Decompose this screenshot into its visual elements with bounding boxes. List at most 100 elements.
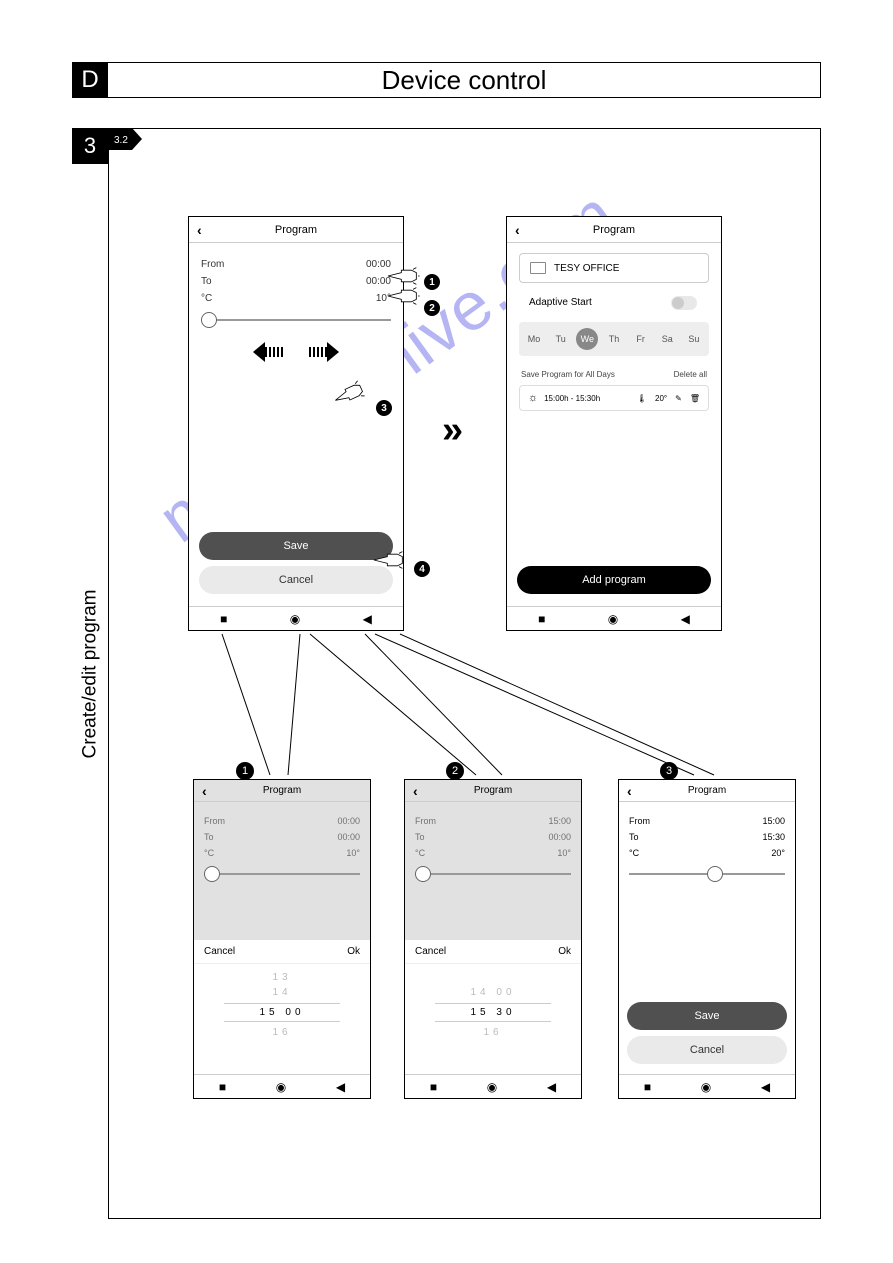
cancel-button[interactable]: Cancel <box>627 1036 787 1064</box>
day-fr[interactable]: Fr <box>630 328 652 350</box>
nav-circle-icon[interactable]: ◉ <box>276 1080 286 1094</box>
delete-icon[interactable]: 🗑 <box>690 394 700 403</box>
callout-badge: 1 <box>424 274 440 290</box>
nav-square-icon[interactable]: ■ <box>220 612 227 626</box>
edit-icon[interactable]: ✎ <box>675 394 682 403</box>
temp-slider[interactable] <box>201 312 391 328</box>
chevron-right-icon: » <box>442 409 463 452</box>
day-mo[interactable]: Mo <box>523 328 545 350</box>
sun-icon: ☼ <box>528 392 538 404</box>
header-bar: D Device control <box>72 62 821 98</box>
day-sa[interactable]: Sa <box>656 328 678 350</box>
android-navbar: ■ ◉ ◀ <box>619 1074 795 1098</box>
time-picker[interactable]: 13 14 15 00 16 <box>194 964 370 1054</box>
picker-cancel[interactable]: Cancel <box>415 946 446 957</box>
program-time: 15:00h - 15:30h <box>544 394 600 403</box>
phone-picker-from: ‹ Program From00:00 To00:00 °C10° Cancel… <box>193 779 371 1099</box>
nav-triangle-icon[interactable]: ◀ <box>547 1080 556 1094</box>
android-navbar: ■ ◉ ◀ <box>507 606 721 630</box>
label-to: To <box>201 276 212 287</box>
value-from: 15:00 <box>762 816 785 826</box>
phone-title: Program <box>413 785 573 796</box>
arrow-left-icon[interactable] <box>253 342 287 365</box>
callout-badge: 2 <box>446 762 464 780</box>
label-temp: °C <box>201 293 212 304</box>
adaptive-label: Adaptive Start <box>529 297 592 308</box>
day-su[interactable]: Su <box>683 328 705 350</box>
section-letter: D <box>72 62 108 98</box>
nav-square-icon[interactable]: ■ <box>644 1080 651 1094</box>
callout-badge: 3 <box>376 400 392 416</box>
nav-triangle-icon[interactable]: ◀ <box>681 612 690 626</box>
back-icon[interactable]: ‹ <box>413 783 418 799</box>
row-to[interactable]: To 00:00 <box>201 276 391 287</box>
section-label-vertical: Create/edit program <box>72 128 108 1219</box>
label-temp: °C <box>629 848 639 858</box>
delete-all-link[interactable]: Delete all <box>674 370 707 379</box>
save-all-days-link[interactable]: Save Program for All Days <box>521 370 615 379</box>
device-card[interactable]: TESY OFFICE <box>519 253 709 283</box>
page-title: Device control <box>108 62 821 98</box>
program-item[interactable]: ☼ 15:00h - 15:30h 🌡 20° ✎ 🗑 <box>519 385 709 411</box>
nav-circle-icon[interactable]: ◉ <box>487 1080 497 1094</box>
phone-header: ‹ Program <box>189 217 403 243</box>
callout-badge: 1 <box>236 762 254 780</box>
value-to: 15:30 <box>762 832 785 842</box>
phone-program-list: ‹ Program TESY OFFICE Adaptive Start Mo … <box>506 216 722 631</box>
slider-arrows <box>201 342 391 365</box>
time-picker[interactable]: 14 00 15 30 16 <box>405 964 581 1054</box>
heater-icon <box>530 262 546 274</box>
save-button[interactable]: Save <box>627 1002 787 1030</box>
nav-square-icon[interactable]: ■ <box>430 1080 437 1094</box>
dim-overlay <box>194 780 370 940</box>
phone-header: ‹ Program <box>507 217 721 243</box>
add-program-button[interactable]: Add program <box>517 566 711 594</box>
phone-title: Program <box>627 785 787 796</box>
nav-circle-icon[interactable]: ◉ <box>608 612 618 626</box>
pointer-hand-icon <box>372 550 406 570</box>
pointer-hand-icon <box>386 266 420 286</box>
cancel-button[interactable]: Cancel <box>199 566 393 594</box>
row-from[interactable]: From 00:00 <box>201 259 391 270</box>
phone-picker-to: ‹ Program From15:00 To00:00 °C10° Cancel… <box>404 779 582 1099</box>
save-button[interactable]: Save <box>199 532 393 560</box>
temp-slider[interactable] <box>415 866 571 882</box>
device-name: TESY OFFICE <box>554 263 619 274</box>
android-navbar: ■ ◉ ◀ <box>189 606 403 630</box>
picker-cancel[interactable]: Cancel <box>204 946 235 957</box>
nav-triangle-icon[interactable]: ◀ <box>336 1080 345 1094</box>
back-icon[interactable]: ‹ <box>202 783 207 799</box>
phone-temp-set: ‹ Program From15:00 To15:30 °C20° Save C… <box>618 779 796 1099</box>
adaptive-start-row: Adaptive Start <box>519 291 709 314</box>
pointer-hand-icon <box>386 286 420 306</box>
dim-overlay <box>405 780 581 940</box>
back-icon[interactable]: ‹ <box>627 783 632 799</box>
day-tu[interactable]: Tu <box>550 328 572 350</box>
picker-ok[interactable]: Ok <box>347 946 360 957</box>
picker-ok[interactable]: Ok <box>558 946 571 957</box>
arrow-right-icon[interactable] <box>305 342 339 365</box>
nav-triangle-icon[interactable]: ◀ <box>363 612 372 626</box>
temp-slider[interactable] <box>204 866 360 882</box>
temp-slider[interactable] <box>629 866 785 882</box>
label-from: From <box>629 816 650 826</box>
phone-title: Program <box>202 785 362 796</box>
nav-circle-icon[interactable]: ◉ <box>290 612 300 626</box>
callout-badge: 3 <box>660 762 678 780</box>
back-icon[interactable]: ‹ <box>515 222 520 238</box>
android-navbar: ■ ◉ ◀ <box>405 1074 581 1098</box>
nav-square-icon[interactable]: ■ <box>219 1080 226 1094</box>
program-temp: 20° <box>655 394 667 403</box>
back-icon[interactable]: ‹ <box>197 222 202 238</box>
label-from: From <box>201 259 224 270</box>
row-temp[interactable]: °C 10° <box>201 293 391 304</box>
nav-triangle-icon[interactable]: ◀ <box>761 1080 770 1094</box>
day-th[interactable]: Th <box>603 328 625 350</box>
thermometer-icon: 🌡 <box>637 394 647 403</box>
label-to: To <box>629 832 639 842</box>
adaptive-toggle[interactable] <box>671 296 697 310</box>
nav-circle-icon[interactable]: ◉ <box>701 1080 711 1094</box>
nav-square-icon[interactable]: ■ <box>538 612 545 626</box>
phone-title: Program <box>197 224 395 236</box>
day-we[interactable]: We <box>576 328 598 350</box>
